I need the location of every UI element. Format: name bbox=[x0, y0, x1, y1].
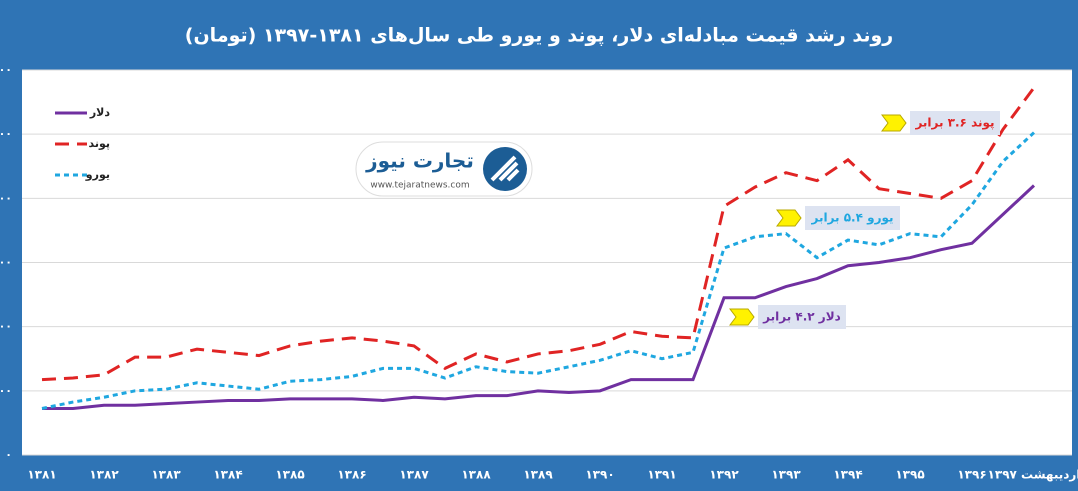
x-tick-label: ۱۳۸۳ bbox=[151, 468, 181, 482]
y-tick-label: ۸۰۰۰ bbox=[0, 191, 12, 204]
logo-name: تجارت نیوز bbox=[365, 149, 474, 173]
x-tick-label: ۱۳۹۳ bbox=[771, 468, 801, 482]
x-tick-label: ۱۳۸۱ bbox=[27, 468, 56, 482]
x-tick-label: ۱۳۹۰ bbox=[585, 468, 614, 482]
x-tick-label: ۱۳۹۲ bbox=[709, 468, 739, 482]
logo: تجارت نیوز www.tejaratnews.com bbox=[355, 141, 533, 197]
logo-icon-lines bbox=[490, 155, 520, 182]
annotation-box bbox=[758, 305, 846, 329]
y-tick-label: ۱۲۰۰۰ bbox=[0, 63, 12, 76]
annotation-box bbox=[805, 206, 900, 230]
x-tick-label: ۱۳۹۴ bbox=[833, 468, 862, 482]
x-tick-label: ۱۳۹۱ bbox=[647, 468, 676, 482]
x-tick-label: اردیبهشت ۱۳۹۷ bbox=[988, 468, 1078, 482]
annotation-arrow bbox=[776, 209, 802, 227]
series-line bbox=[41, 86, 1036, 382]
annotation-arrow bbox=[729, 308, 755, 326]
x-tick-label: ۱۳۹۶ bbox=[957, 468, 986, 482]
annotation-arrow bbox=[881, 114, 907, 132]
x-tick-label: ۱۳۸۵ bbox=[275, 468, 304, 482]
x-tick-label: ۱۳۸۹ bbox=[523, 468, 553, 482]
y-tick-label: ۰ bbox=[5, 448, 12, 461]
legend-label: دلار bbox=[89, 106, 111, 119]
series-line bbox=[41, 131, 1036, 410]
y-tick-label: ۴۰۰۰ bbox=[0, 320, 12, 333]
x-tick-label: ۱۳۸۲ bbox=[89, 468, 119, 482]
series-line bbox=[42, 184, 1036, 410]
x-tick-label: ۱۳۸۷ bbox=[399, 468, 429, 482]
annotation-text: پوند ۳.۶ برابر bbox=[914, 116, 994, 131]
x-tick-label: ۱۳۸۸ bbox=[461, 468, 491, 482]
logo-url: www.tejaratnews.com bbox=[370, 181, 469, 191]
x-tick-label: ۱۳۹۵ bbox=[895, 468, 924, 482]
x-tick-label: ۱۳۸۴ bbox=[213, 468, 242, 482]
annotation-text: یورو ۵.۴ برابر bbox=[810, 211, 893, 226]
legend-label: یورو bbox=[85, 168, 110, 181]
annotation-text: دلار ۴.۲ برابر bbox=[762, 310, 841, 324]
legend-label: پوند bbox=[88, 137, 110, 150]
y-tick-label: ۱۰۰۰۰ bbox=[0, 127, 12, 140]
y-tick-label: ۲۰۰۰ bbox=[0, 384, 12, 397]
y-tick-label: ۶۰۰۰ bbox=[0, 256, 12, 269]
chart-title: روند رشد قیمت مبادله‌ای دلار، پوند و یور… bbox=[185, 25, 893, 47]
x-tick-label: ۱۳۸۶ bbox=[337, 468, 366, 482]
annotation-box bbox=[910, 111, 1000, 135]
